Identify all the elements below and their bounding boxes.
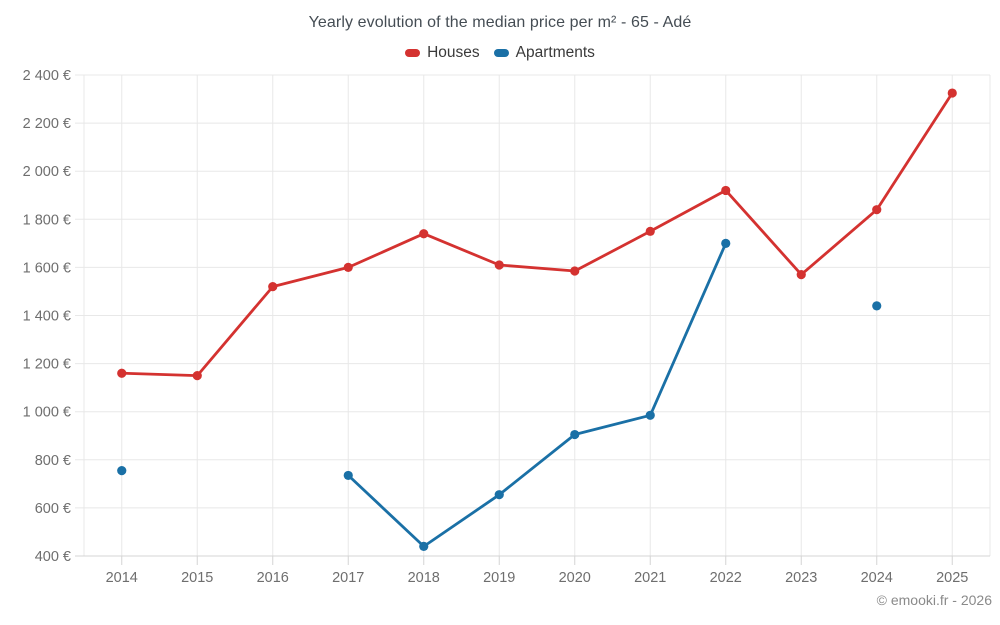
x-tick-label: 2017	[332, 570, 364, 586]
x-tick-label: 2015	[181, 570, 213, 586]
y-tick-label: 400 €	[35, 549, 71, 565]
data-point-apartments-2018[interactable]	[419, 541, 429, 551]
x-tick-label: 2014	[106, 570, 138, 586]
data-point-apartments-2021[interactable]	[645, 410, 655, 420]
data-point-houses-2021[interactable]	[645, 226, 655, 236]
x-tick-label: 2016	[257, 570, 289, 586]
footer-credit: © emooki.fr - 2026	[876, 592, 992, 608]
chart-title: Yearly evolution of the median price per…	[308, 14, 692, 31]
y-tick-label: 1 400 €	[23, 309, 71, 325]
legend-swatch-houses	[405, 49, 421, 57]
y-tick-label: 2 200 €	[23, 116, 71, 132]
series-line-houses	[120, 91, 954, 377]
data-point-houses-2017[interactable]	[343, 262, 353, 272]
x-tick-label: 2024	[861, 570, 893, 586]
y-tick-label: 1 600 €	[23, 260, 71, 276]
data-point-houses-2024[interactable]	[872, 205, 882, 215]
legend-label: Apartments	[515, 44, 595, 61]
data-point-apartments-2022[interactable]	[721, 238, 731, 248]
y-tick-label: 600 €	[35, 501, 71, 517]
data-point-houses-2023[interactable]	[796, 270, 806, 280]
data-point-apartments-2014[interactable]	[117, 466, 127, 476]
data-point-houses-2014[interactable]	[117, 368, 127, 378]
data-point-houses-2025[interactable]	[947, 88, 957, 98]
data-point-apartments-2024[interactable]	[872, 301, 882, 311]
legend-swatch-apartments	[493, 49, 509, 57]
x-tick-label: 2021	[634, 570, 666, 586]
legend-item-houses[interactable]: Houses	[405, 44, 480, 62]
chart-legend: Houses Apartments	[0, 44, 1000, 62]
x-tick-label: 2025	[936, 570, 968, 586]
data-point-houses-2019[interactable]	[494, 260, 504, 270]
y-tick-label: 2 400 €	[23, 68, 71, 84]
data-point-apartments-2017[interactable]	[343, 470, 353, 481]
data-point-houses-2020[interactable]	[570, 266, 580, 276]
y-tick-label: 2 000 €	[23, 164, 71, 180]
x-tick-label: 2019	[483, 570, 515, 586]
y-tick-label: 1 800 €	[23, 212, 71, 228]
x-tick-label: 2022	[710, 570, 742, 586]
y-tick-label: 1 200 €	[23, 357, 71, 373]
y-tick-label: 1 000 €	[23, 405, 71, 421]
data-point-houses-2022[interactable]	[721, 185, 731, 196]
series-line-apartments	[348, 243, 877, 546]
data-point-houses-2018[interactable]	[419, 229, 429, 239]
x-tick-label: 2023	[785, 570, 817, 586]
legend-label: Houses	[427, 44, 480, 61]
data-point-apartments-2020[interactable]	[570, 429, 580, 440]
data-point-apartments-2019[interactable]	[494, 490, 504, 500]
legend-item-apartments[interactable]: Apartments	[493, 44, 595, 62]
x-tick-label: 2018	[408, 570, 440, 586]
x-tick-label: 2020	[559, 570, 591, 586]
data-point-houses-2015[interactable]	[192, 371, 202, 381]
data-point-houses-2016[interactable]	[268, 282, 278, 292]
y-tick-label: 800 €	[35, 453, 71, 469]
